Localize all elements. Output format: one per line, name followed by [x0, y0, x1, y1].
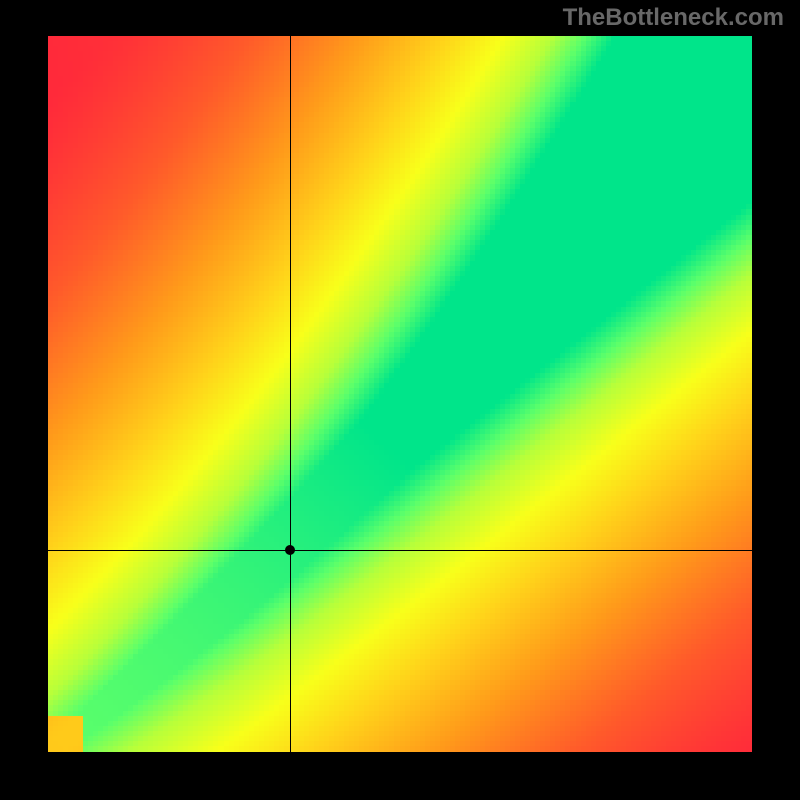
crosshair-horizontal	[48, 550, 752, 551]
watermark-text: TheBottleneck.com	[563, 4, 784, 32]
crosshair-vertical	[290, 36, 291, 752]
bottleneck-marker	[285, 545, 295, 555]
heatmap-canvas	[48, 36, 752, 752]
plot-area	[48, 36, 752, 752]
